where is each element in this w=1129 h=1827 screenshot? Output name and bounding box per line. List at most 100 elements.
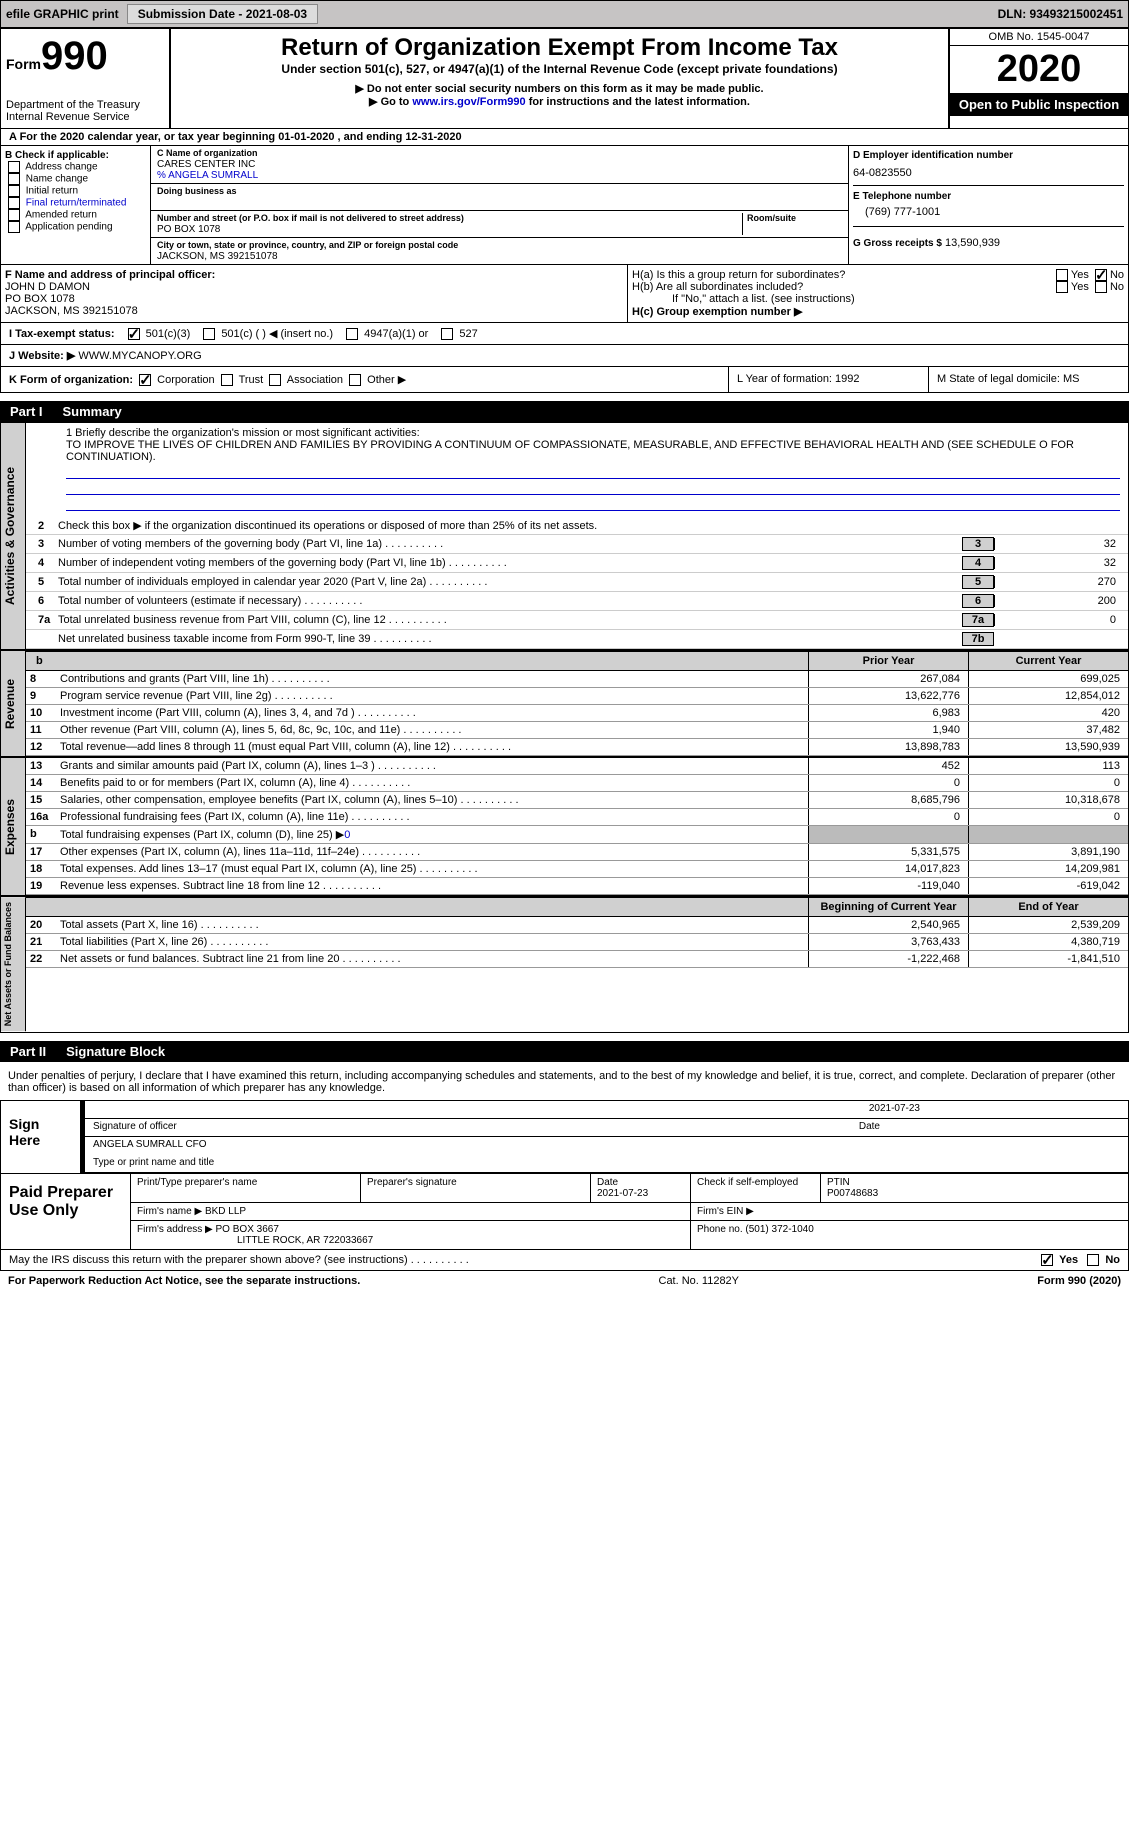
data-line-11: 11Other revenue (Part VIII, column (A), … [26,722,1128,739]
cb-trust[interactable]: Trust [218,374,264,386]
firm-phone: (501) 372-1040 [745,1224,813,1235]
ha-checks[interactable]: Yes No [1053,269,1124,281]
firm-name: BKD LLP [205,1206,246,1217]
cb-final-return[interactable]: Final return/terminated [5,197,146,209]
prep-date-h: Date [597,1177,618,1188]
part-2-header: Part II Signature Block [0,1041,1129,1062]
officer-addr2: JACKSON, MS 392151078 [5,305,138,317]
k-label: K Form of organization: [9,374,133,386]
expenses-side-label: Expenses [1,758,26,895]
ptin-h: PTIN [827,1177,850,1188]
instr-2: ▶ Go to www.irs.gov/Form990 for instruct… [181,95,938,108]
cb-527[interactable]: 527 [438,328,477,340]
care-of[interactable]: % ANGELA SUMRALL [157,170,258,181]
prep-name-h: Print/Type preparer's name [131,1174,361,1202]
cb-amended[interactable]: Amended return [5,209,146,221]
gross-receipts: 13,590,939 [945,237,1000,249]
governance-section: Activities & Governance 1 Briefly descri… [0,422,1129,650]
col-c-org-info: C Name of organizationCARES CENTER INC% … [151,146,848,264]
prep-header-row: Print/Type preparer's name Preparer's si… [131,1174,1128,1203]
netassets-section: Net Assets or Fund Balances Beginning of… [0,896,1129,1032]
form-identifier-box: Form990 Department of the Treasury Inter… [1,29,171,128]
data-line-10: 10Investment income (Part VIII, column (… [26,705,1128,722]
col-f-officer: F Name and address of principal officer:… [1,265,628,322]
firm-ein-label: Firm's EIN ▶ [697,1206,754,1217]
dba-label: Doing business as [157,186,237,196]
revenue-section: Revenue b Prior Year Current Year 8Contr… [0,650,1129,757]
main-info-block: B Check if applicable: Address change Na… [0,146,1129,265]
data-line-12: 12Total revenue—add lines 8 through 11 (… [26,739,1128,756]
city-label: City or town, state or province, country… [157,240,458,250]
form-word: Form [6,56,41,72]
city-value: JACKSON, MS 392151078 [157,251,278,262]
gov-line-3: 3Number of voting members of the governi… [26,535,1128,554]
data-line-19: 19Revenue less expenses. Subtract line 1… [26,878,1128,895]
cb-501c3[interactable]: 501(c)(3) [125,328,191,340]
k-row: K Form of organization: Corporation Trus… [0,367,1129,393]
website-label: J Website: ▶ [9,350,75,362]
footer-right: Form 990 (2020) [1037,1275,1121,1287]
officer-group-row: F Name and address of principal officer:… [0,265,1129,323]
self-employed-check[interactable]: Check if self-employed [697,1177,798,1188]
cb-application-pending[interactable]: Application pending [5,221,146,233]
gov-line-7a: 7aTotal unrelated business revenue from … [26,611,1128,630]
cb-address-change[interactable]: Address change [5,161,146,173]
instr2-post: for instructions and the latest informat… [526,96,750,108]
cb-501c[interactable]: 501(c) ( ) ◀ (insert no.) [200,327,333,340]
gov-line-7b: Net unrelated business taxable income fr… [26,630,1128,649]
tax-status-label: I Tax-exempt status: [9,328,115,340]
discuss-checks[interactable]: Yes No [1038,1254,1120,1266]
cb-other[interactable]: Other ▶ [346,374,406,386]
cb-4947[interactable]: 4947(a)(1) or [343,328,428,340]
sig-officer-label: Signature of officer [93,1121,487,1134]
footer-mid: Cat. No. 11282Y [659,1275,740,1287]
instr-1: ▶ Do not enter social security numbers o… [181,82,938,95]
ptin-value: P00748683 [827,1188,878,1199]
col-b-header: b [26,652,808,670]
line-2: 2Check this box ▶ if the organization di… [26,517,1128,535]
expenses-section: Expenses 13Grants and similar amounts pa… [0,757,1129,896]
fundraising-link[interactable]: 0 [344,829,350,841]
dept-label: Department of the Treasury Internal Reve… [6,99,164,123]
firm-phone-label: Phone no. [697,1224,743,1235]
open-public-label: Open to Public Inspection [950,93,1128,116]
form-subtitle: Under section 501(c), 527, or 4947(a)(1)… [181,62,938,76]
part2-num: Part II [10,1044,46,1059]
col-b-checkboxes: B Check if applicable: Address change Na… [1,146,151,264]
hb-checks[interactable]: Yes No [1053,281,1124,293]
type-name-label: Type or print name and title [93,1157,1120,1170]
tel-value: (769) 777-1001 [853,202,1124,226]
part2-name: Signature Block [66,1044,165,1059]
part-1-header: Part I Summary [0,401,1129,422]
title-box: Return of Organization Exempt From Incom… [171,29,948,128]
street-address: PO BOX 1078 [157,224,220,235]
top-bar: efile GRAPHIC print Submission Date - 20… [0,0,1129,28]
cb-corp[interactable]: Corporation [136,374,215,386]
firm-addr: PO BOX 3667 [216,1224,279,1235]
hc-label: H(c) Group exemption number ▶ [632,305,1124,318]
data-line-17: 17Other expenses (Part IX, column (A), l… [26,844,1128,861]
cb-assoc[interactable]: Association [266,374,343,386]
hb-note: If "No," attach a list. (see instruction… [632,293,1124,305]
row-a-tax-year: A For the 2020 calendar year, or tax yea… [0,129,1129,146]
data-line-13: 13Grants and similar amounts paid (Part … [26,758,1128,775]
date-label: Date [487,1121,1121,1134]
rev-header: b Prior Year Current Year [26,651,1128,671]
dln-label: DLN: 93493215002451 [998,7,1123,21]
prior-year-header: Prior Year [808,652,968,670]
officer-name: JOHN D DAMON [5,281,90,293]
mission-text: TO IMPROVE THE LIVES OF CHILDREN AND FAM… [66,439,1120,463]
declaration-text: Under penalties of perjury, I declare th… [0,1068,1129,1096]
cb-initial-return[interactable]: Initial return [5,185,146,197]
paid-preparer-label: Paid Preparer Use Only [1,1174,131,1249]
officer-addr1: PO BOX 1078 [5,293,75,305]
irs-link[interactable]: www.irs.gov/Form990 [412,96,525,108]
paid-preparer-block: Paid Preparer Use Only Print/Type prepar… [0,1174,1129,1250]
firm-city: LITTLE ROCK, AR 722033667 [137,1235,373,1246]
part1-num: Part I [10,404,43,419]
ein-label: D Employer identification number [853,150,1124,161]
form-title: Return of Organization Exempt From Incom… [181,34,938,62]
cb-name-change[interactable]: Name change [5,173,146,185]
submission-date-button[interactable]: Submission Date - 2021-08-03 [127,4,318,24]
data-line-16a: 16aProfessional fundraising fees (Part I… [26,809,1128,826]
